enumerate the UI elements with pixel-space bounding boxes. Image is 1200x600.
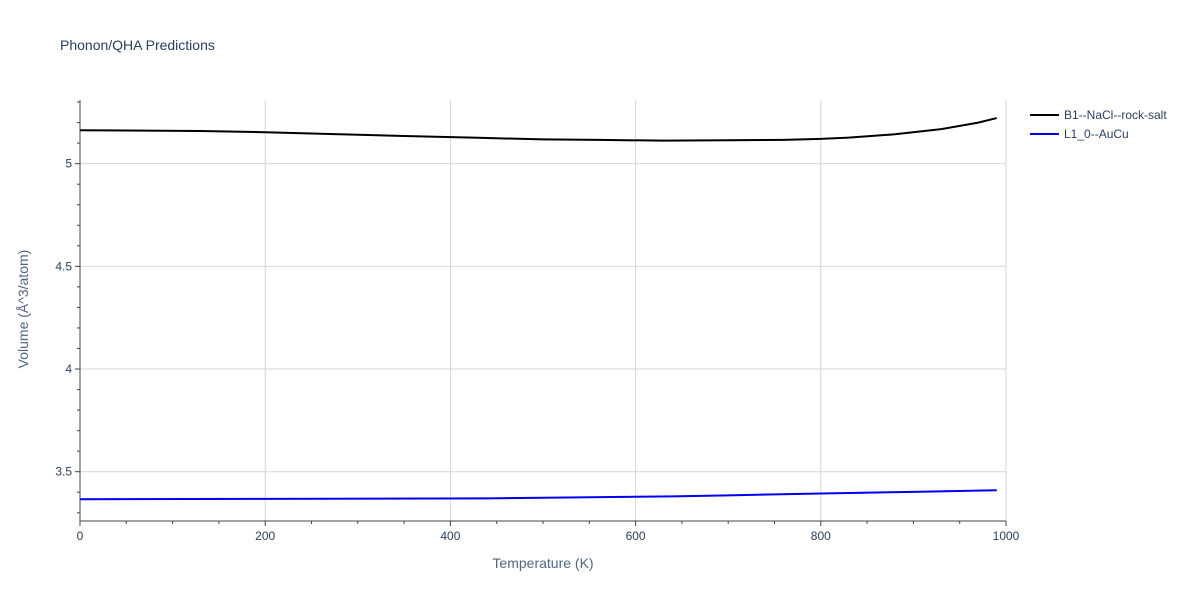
x-tick-label: 600	[626, 529, 646, 543]
series-line-0[interactable]	[79, 117, 997, 142]
x-axis-title: Temperature (K)	[492, 555, 593, 571]
legend-item[interactable]: L1_0--AuCu	[1030, 127, 1129, 141]
x-tick-label: 0	[77, 529, 84, 543]
x-tick-label: 200	[255, 529, 275, 543]
series-lines	[79, 117, 997, 501]
y-tick-label: 5	[65, 157, 72, 171]
legend-label: L1_0--AuCu	[1064, 127, 1129, 141]
y-tick-label: 4.5	[55, 259, 72, 273]
series-line-1[interactable]	[79, 489, 997, 501]
x-tick-label: 400	[440, 529, 460, 543]
y-tick-label: 3.5	[55, 465, 72, 479]
grid	[79, 100, 1007, 521]
x-tick-label: 1000	[993, 529, 1020, 543]
legend-label: B1--NaCl--rock-salt	[1064, 108, 1167, 122]
y-tick-label: 4	[65, 362, 72, 376]
legend-item[interactable]: B1--NaCl--rock-salt	[1030, 108, 1167, 122]
legend[interactable]: B1--NaCl--rock-salt L1_0--AuCu	[1030, 108, 1167, 141]
axes: 0 200 400 600 800 1000 3.5 4 4.5 5	[55, 100, 1020, 543]
y-axis-title: Volume (Å^3/atom)	[15, 250, 31, 369]
x-tick-label: 800	[811, 529, 831, 543]
chart-title: Phonon/QHA Predictions	[60, 37, 215, 53]
